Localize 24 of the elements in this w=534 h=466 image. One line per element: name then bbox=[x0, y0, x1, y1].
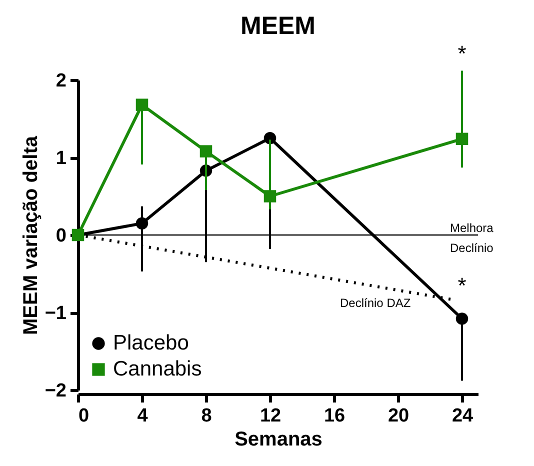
x-tick-label: 12 bbox=[260, 406, 282, 426]
y-tick-label: −2 bbox=[44, 380, 66, 402]
y-tick-label: −1 bbox=[44, 303, 67, 324]
x-tick-label: 16 bbox=[324, 406, 346, 426]
x-axis-title: Semanas bbox=[234, 428, 322, 450]
y-tick-label: 2 bbox=[56, 70, 66, 92]
y-tick-label: 0 bbox=[56, 226, 66, 246]
annotation: Melhora bbox=[450, 221, 494, 235]
x-tick-label: 0 bbox=[78, 406, 90, 426]
x-tick-label: 4 bbox=[137, 406, 148, 426]
y-tick-label: 1 bbox=[56, 148, 67, 169]
x-tick-label: 20 bbox=[388, 406, 410, 426]
annotation: Declínio DAZ bbox=[340, 296, 411, 310]
point bbox=[136, 98, 148, 111]
annotation: Declínio bbox=[450, 241, 494, 255]
point bbox=[200, 145, 212, 158]
x-tick-label: 24 bbox=[452, 406, 474, 426]
x-tick-label: 8 bbox=[201, 406, 212, 426]
annotation: * bbox=[458, 273, 467, 298]
text: * bbox=[458, 41, 467, 66]
y-axis-title: MEEM variação delta bbox=[20, 135, 42, 335]
legend-label: Placebo bbox=[113, 332, 189, 354]
legend-label: Cannabis bbox=[113, 358, 202, 380]
chart-title: MEEM bbox=[240, 12, 316, 40]
